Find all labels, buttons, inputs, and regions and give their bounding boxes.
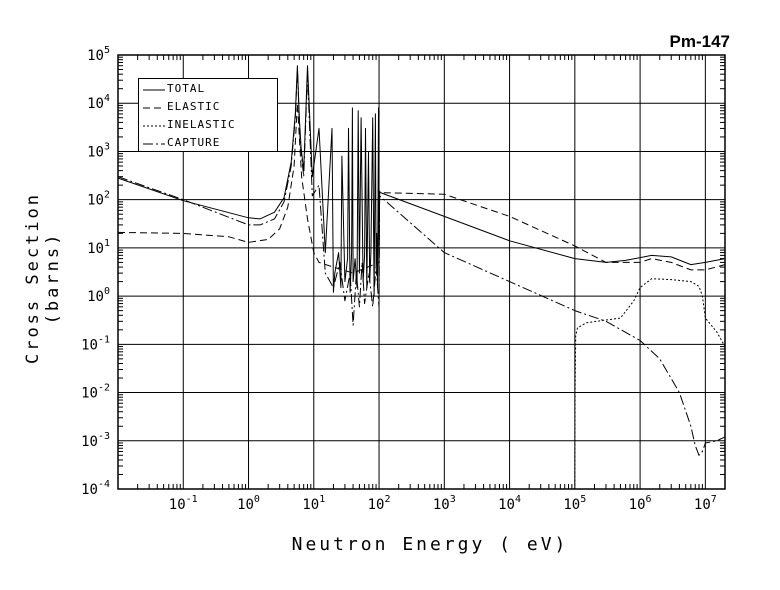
tick-labels: 10-1 100 101 102 103 104 105 106 107 10-4 10-3 10-2… [81, 45, 726, 513]
x-tick-label: 106 [629, 494, 652, 513]
legend-item-inelastic: INELASTIC [143, 118, 283, 134]
x-tick-label: 105 [563, 494, 586, 513]
y-tick-label: 100 [87, 286, 110, 305]
legend-line-dash-dot [143, 143, 165, 145]
series-lines [118, 65, 725, 489]
y-tick-label: 104 [87, 93, 110, 112]
y-tick-label: 10-3 [81, 431, 110, 450]
x-tick-label: 10-1 [169, 494, 198, 513]
x-tick-label: 100 [237, 494, 260, 513]
legend-item-elastic: ELASTIC [143, 100, 283, 116]
legend-item-capture: CAPTURE [143, 136, 283, 152]
y-tick-label: 10-4 [81, 479, 110, 498]
x-axis-label: Neutron Energy ( eV) [291, 534, 569, 555]
y-tick-label: 10-1 [81, 334, 110, 353]
legend-label: ELASTIC [167, 100, 221, 113]
y-axis-label: Cross Section (barns) [23, 191, 63, 365]
legend-label: INELASTIC [167, 118, 236, 131]
legend-line-long-dash [143, 107, 165, 109]
x-tick-label: 107 [694, 494, 717, 513]
y-tick-label: 102 [87, 190, 110, 209]
legend-label: CAPTURE [167, 136, 221, 149]
y-tick-label: 101 [87, 238, 110, 257]
plot-frame [117, 54, 726, 490]
legend: TOTAL ELASTIC INELASTIC CAPTURE [138, 78, 278, 152]
legend-line-solid [143, 89, 165, 91]
legend-line-short-dash [143, 125, 165, 127]
series-line-inelastic [574, 278, 725, 489]
series-line-capture [118, 69, 725, 456]
x-tick-label: 103 [433, 494, 456, 513]
y-tick-label: 10-2 [81, 383, 110, 402]
chart-title: Pm-147 [669, 32, 730, 51]
x-tick-label: 102 [368, 494, 391, 513]
series-line-elastic [118, 102, 725, 274]
legend-label: TOTAL [167, 82, 206, 95]
x-tick-label: 101 [302, 494, 325, 513]
legend-item-total: TOTAL [143, 82, 283, 98]
y-tick-label: 105 [87, 45, 110, 64]
x-tick-label: 104 [498, 494, 521, 513]
y-tick-label: 103 [87, 141, 110, 160]
